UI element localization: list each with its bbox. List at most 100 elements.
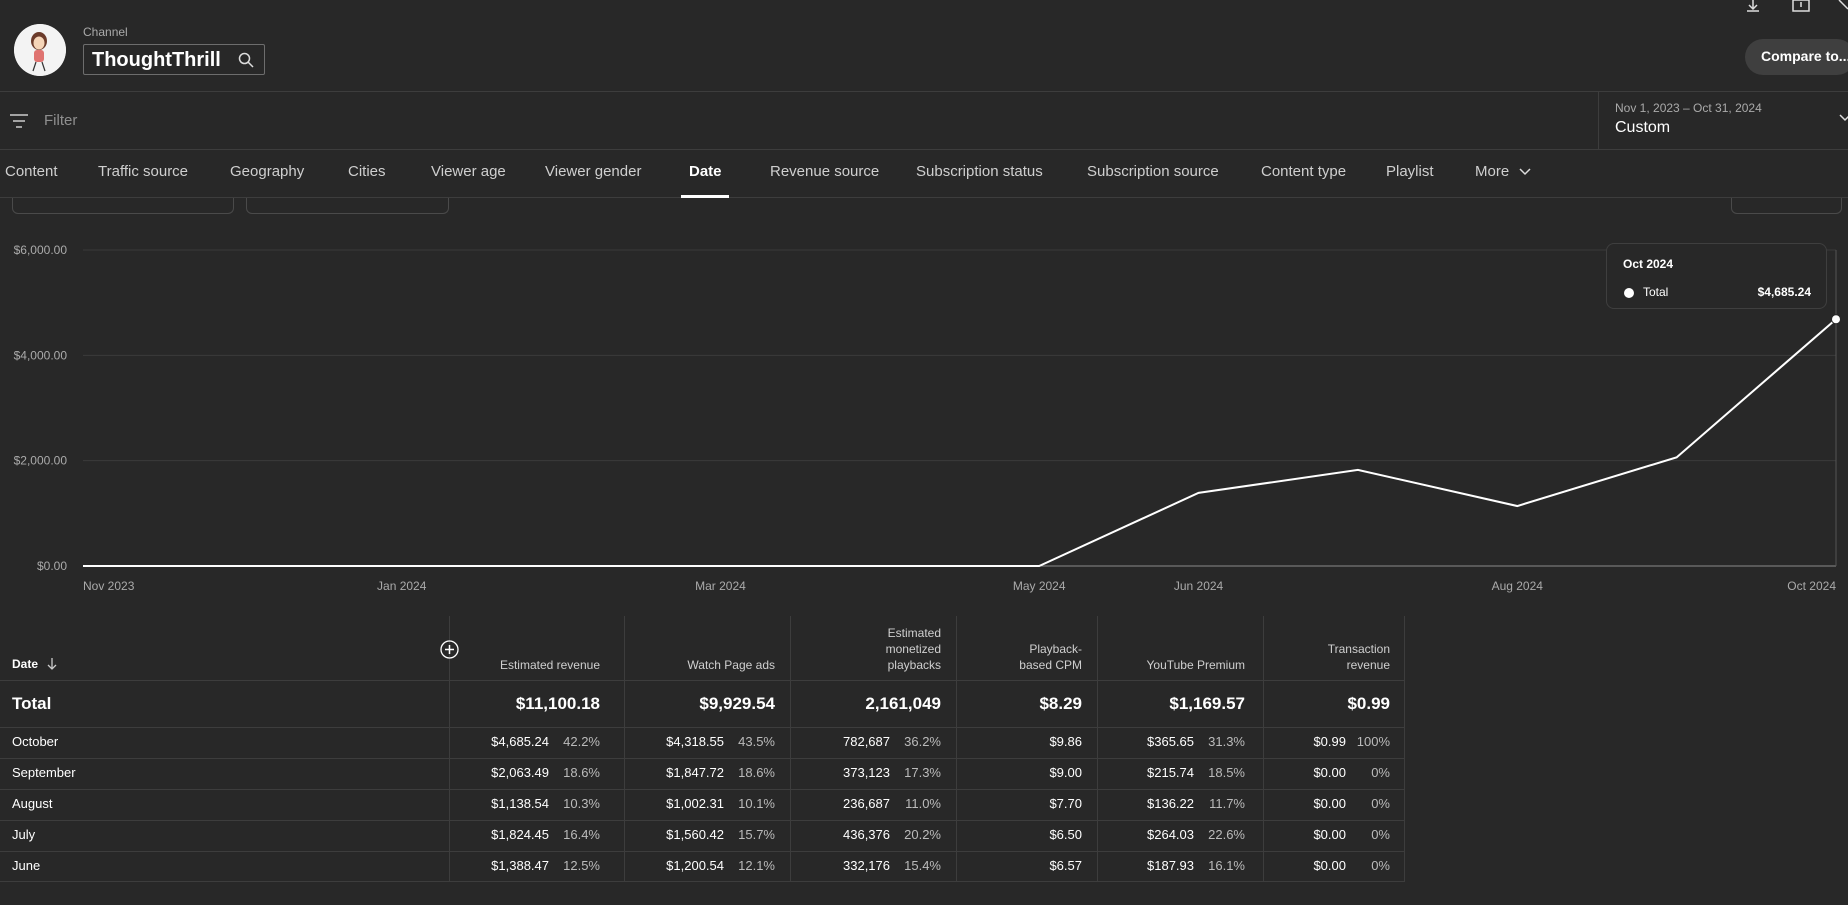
cell-percent: 16.1% — [1208, 858, 1245, 873]
column-header[interactable]: Playback-based CPM — [1019, 641, 1082, 673]
compare-button[interactable]: Compare to... — [1745, 39, 1848, 75]
cell-value: 373,123 — [843, 765, 890, 780]
tab-date[interactable]: Date — [689, 163, 722, 180]
cell-value: 782,687 — [843, 734, 890, 749]
row-divider — [0, 727, 1405, 728]
filter-bar: Filter Nov 1, 2023 – Oct 31, 2024 Custom — [0, 92, 1848, 150]
x-tick-label: May 2024 — [1013, 579, 1066, 593]
tab-viewer-gender[interactable]: Viewer gender — [545, 163, 642, 180]
compare-metric-button[interactable] — [246, 198, 449, 214]
cell-value: $4,685.24 — [491, 734, 549, 749]
total-value: $0.99 — [1347, 694, 1390, 713]
channel-label: Channel — [83, 25, 128, 39]
y-tick-label: $0.00 — [37, 559, 67, 573]
cell-value: $187.93 — [1147, 858, 1194, 873]
tooltip-title: Oct 2024 — [1623, 257, 1674, 271]
channel-avatar[interactable] — [14, 24, 66, 76]
cell-value: $1,560.42 — [666, 827, 724, 842]
row-divider — [0, 758, 1405, 759]
close-icon[interactable] — [1838, 0, 1848, 10]
tab-geography[interactable]: Geography — [230, 163, 305, 180]
feedback-icon[interactable] — [1792, 0, 1810, 14]
tab-viewer-age[interactable]: Viewer age — [431, 163, 506, 180]
column-header[interactable]: Estimated monetized playbacks — [886, 625, 941, 673]
cell-value: $0.00 — [1313, 765, 1346, 780]
row-date: October — [12, 734, 59, 749]
date-column-header[interactable]: Date — [12, 657, 39, 671]
cell-value: $1,388.47 — [491, 858, 549, 873]
filter-input[interactable]: Filter — [44, 112, 78, 129]
date-range-picker[interactable]: Nov 1, 2023 – Oct 31, 2024 Custom — [1598, 92, 1848, 150]
row-date: July — [12, 827, 36, 842]
add-column-icon[interactable] — [440, 640, 459, 659]
row-date: June — [12, 858, 41, 873]
tab-subscription-status[interactable]: Subscription status — [916, 163, 1043, 180]
column-header[interactable]: Transaction revenue — [1328, 641, 1390, 673]
chevron-down-icon — [1839, 114, 1848, 122]
column-divider — [1263, 616, 1264, 881]
metric-selector-button[interactable] — [12, 198, 234, 214]
column-header[interactable]: YouTube Premium — [1147, 657, 1246, 673]
download-icon[interactable] — [1744, 0, 1762, 12]
date-range-label: Custom — [1615, 119, 1671, 136]
cell-value: $264.03 — [1147, 827, 1194, 842]
date-range-text: Nov 1, 2023 – Oct 31, 2024 — [1615, 101, 1762, 115]
column-header-line: revenue — [1346, 658, 1390, 672]
cell-percent: 0% — [1371, 827, 1390, 842]
cell-value: $2,063.49 — [491, 765, 549, 780]
sort-down-arrow-icon[interactable] — [46, 658, 58, 670]
x-tick-label: Jun 2024 — [1174, 579, 1224, 593]
column-header-line: YouTube Premium — [1146, 658, 1246, 672]
channel-selector[interactable]: ThoughtThrill — [83, 44, 265, 75]
tab-content[interactable]: Content — [5, 163, 58, 180]
filter-icon[interactable] — [10, 114, 28, 128]
x-tick-label: Oct 2024 — [1787, 579, 1836, 593]
row-divider — [0, 820, 1405, 821]
tab-revenue-source[interactable]: Revenue source — [770, 163, 880, 180]
data-point — [1831, 314, 1841, 325]
data-table: Date Estimated revenue Watch Page ads Estim… — [0, 616, 1848, 905]
column-header-line: Transaction — [1327, 642, 1390, 656]
chart-type-button[interactable] — [1731, 198, 1842, 214]
cell-percent: 18.6% — [563, 765, 600, 780]
tab-playlist[interactable]: Playlist — [1386, 163, 1434, 180]
tab-cities[interactable]: Cities — [348, 163, 386, 180]
cell-value: $6.50 — [1049, 827, 1082, 842]
x-tick-label: Aug 2024 — [1492, 579, 1544, 593]
column-header-line: Watch Page ads — [687, 658, 775, 672]
tab-content-type[interactable]: Content type — [1261, 163, 1347, 180]
cell-value: $1,200.54 — [666, 858, 724, 873]
cell-value: $1,847.72 — [666, 765, 724, 780]
column-header[interactable]: Estimated revenue — [500, 657, 600, 673]
total-value: 2,161,049 — [865, 694, 941, 713]
column-divider — [1097, 616, 1098, 881]
cell-value: $4,318.55 — [666, 734, 724, 749]
x-tick-label: Jan 2024 — [377, 579, 427, 593]
search-icon[interactable] — [238, 52, 254, 68]
tab-more[interactable]: More — [1475, 163, 1531, 180]
cell-value: $7.70 — [1049, 796, 1082, 811]
cell-percent: 11.7% — [1209, 796, 1245, 811]
y-tick-label: $4,000.00 — [14, 348, 68, 362]
chevron-down-icon — [1519, 168, 1531, 176]
tab-more-label: More — [1475, 163, 1510, 180]
column-header[interactable]: Watch Page ads — [687, 657, 775, 673]
cell-percent: 36.2% — [904, 734, 941, 749]
tab-subscription-source[interactable]: Subscription source — [1087, 163, 1219, 180]
cell-value: $0.00 — [1313, 858, 1346, 873]
row-date: September — [12, 765, 76, 780]
column-header-line: based CPM — [1019, 658, 1082, 672]
cell-percent: 16.4% — [563, 827, 600, 842]
cell-percent: 18.5% — [1208, 765, 1245, 780]
total-value: $11,100.18 — [515, 694, 600, 713]
line-chart-svg: $6,000.00 $4,000.00 $2,000.00 $0.00 Nov 2023… — [14, 243, 1841, 593]
cell-value: $9.00 — [1049, 765, 1082, 780]
tab-traffic-source[interactable]: Traffic source — [98, 163, 189, 180]
column-header-line: Playback- — [1029, 642, 1082, 656]
total-value: $8.29 — [1039, 694, 1082, 713]
cell-percent: 20.2% — [904, 827, 941, 842]
cell-value: $0.99 — [1313, 734, 1346, 749]
chart-tooltip: Oct 2024 Total $4,685.24 — [1606, 243, 1827, 309]
cell-percent: 10.1% — [738, 796, 775, 811]
cell-value: $136.22 — [1147, 796, 1194, 811]
